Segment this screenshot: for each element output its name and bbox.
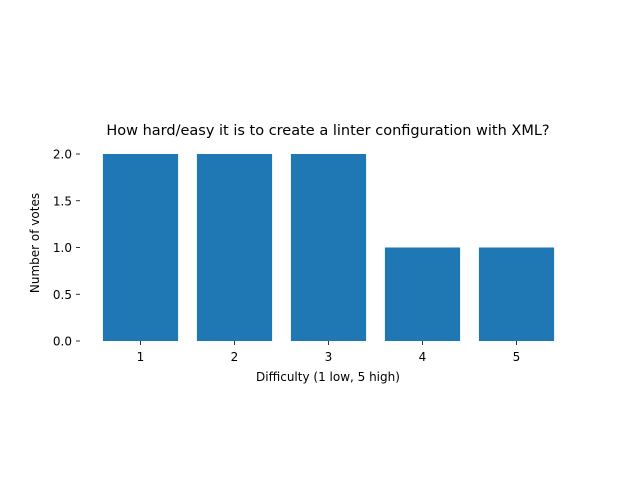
y-axis: 0.0 0.5 1.0 1.5 2.0 bbox=[53, 148, 80, 349]
y-tick-label-1.0: 1.0 bbox=[53, 241, 72, 255]
bar-5 bbox=[478, 247, 555, 341]
y-tick-label-2.0: 2.0 bbox=[53, 148, 72, 162]
x-tick-label-4: 4 bbox=[419, 350, 427, 364]
bar-4 bbox=[384, 247, 461, 341]
y-tick-label-0.0: 0.0 bbox=[53, 335, 72, 349]
chart-title: How hard/easy it is to create a linter c… bbox=[106, 123, 549, 139]
x-tick-label-2: 2 bbox=[231, 350, 239, 364]
x-axis-label: Difficulty (1 low, 5 high) bbox=[256, 370, 400, 384]
bar-2 bbox=[196, 154, 273, 341]
x-tick-label-3: 3 bbox=[325, 350, 333, 364]
x-axis: 1 2 3 4 5 bbox=[137, 341, 521, 364]
bar-3 bbox=[290, 154, 367, 341]
x-tick-label-5: 5 bbox=[513, 350, 521, 364]
y-axis-label: Number of votes bbox=[28, 193, 42, 293]
x-tick-label-1: 1 bbox=[137, 350, 145, 364]
y-tick-label-0.5: 0.5 bbox=[53, 288, 72, 302]
y-tick-label-1.5: 1.5 bbox=[53, 194, 72, 208]
bar-1 bbox=[102, 154, 179, 341]
bars-group bbox=[102, 154, 555, 341]
